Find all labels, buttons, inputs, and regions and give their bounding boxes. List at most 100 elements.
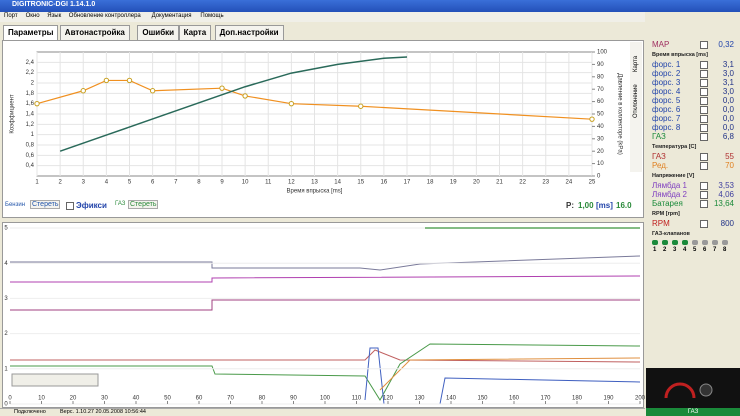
parameter-value: 0,0 bbox=[722, 114, 734, 123]
checkbox[interactable] bbox=[700, 191, 708, 199]
y-tick-label: 0 bbox=[4, 402, 8, 408]
checkbox[interactable] bbox=[700, 153, 708, 161]
y-tick-label: 1,4 bbox=[26, 112, 35, 118]
y2-tick-label: 30 bbox=[597, 136, 604, 142]
series-line bbox=[36, 79, 593, 120]
x-tick-label: 20 bbox=[70, 396, 77, 402]
y2-tick-label: 70 bbox=[597, 87, 604, 93]
parameter-label: форс. 6 bbox=[652, 105, 681, 114]
trace-line bbox=[10, 343, 641, 401]
clear-button[interactable]: Стереть bbox=[128, 200, 159, 209]
menu-item[interactable]: Язык bbox=[47, 13, 62, 19]
point bbox=[589, 116, 595, 122]
tab[interactable]: Ошибки bbox=[137, 25, 180, 40]
tab[interactable]: Доп.настройки bbox=[214, 25, 284, 40]
x-tick-label: 80 bbox=[259, 396, 266, 402]
y-tick-label: 2,4 bbox=[26, 60, 35, 66]
section-header: Время впрыска [ms] bbox=[652, 52, 708, 58]
tab[interactable]: Карта bbox=[178, 25, 212, 40]
parameter-value: 55 bbox=[725, 152, 734, 161]
x-tick-label: 6 bbox=[151, 180, 155, 186]
valve-label: 2 bbox=[663, 247, 667, 253]
x-tick-label: 12 bbox=[288, 180, 295, 186]
x-tick-label: 20 bbox=[473, 180, 480, 186]
checkbox[interactable] bbox=[700, 97, 708, 105]
parameter-label: Ред. bbox=[652, 161, 669, 170]
x-tick-label: 100 bbox=[320, 396, 331, 402]
trace-line bbox=[10, 275, 641, 283]
checkbox[interactable] bbox=[700, 79, 708, 87]
section-header: RPM [rpm] bbox=[652, 211, 680, 217]
section-header: Температура [C] bbox=[652, 144, 697, 150]
x-tick-label: 30 bbox=[101, 396, 108, 402]
y-tick-label: 5 bbox=[4, 226, 8, 232]
parameter-value: 3,53 bbox=[718, 181, 734, 190]
checkbox[interactable] bbox=[700, 220, 708, 228]
parameter-row: MAP 0,32 bbox=[650, 40, 736, 49]
x-tick-label: 10 bbox=[242, 180, 249, 186]
parameter-row: ГАЗ 6,8 bbox=[650, 132, 736, 141]
x-tick-label: 10 bbox=[38, 396, 45, 402]
side-tab[interactable]: Карта bbox=[633, 55, 639, 72]
x-tick-label: 50 bbox=[164, 396, 171, 402]
checkbox[interactable] bbox=[700, 70, 708, 78]
x-tick-label: 40 bbox=[133, 396, 140, 402]
y-tick-label: 0,8 bbox=[26, 143, 35, 149]
x-tick-label: 17 bbox=[404, 180, 411, 186]
side-tab[interactable]: Отклонение bbox=[633, 84, 639, 118]
checkbox[interactable] bbox=[700, 182, 708, 190]
p-value: 1,00 bbox=[578, 201, 594, 210]
checkbox[interactable] bbox=[700, 124, 708, 132]
x-tick-label: 24 bbox=[566, 180, 573, 186]
map-chart: 1 2 3 4 5 6 7 8 9 10 11 12 13 14 15 16 17 18 19 20 21 22 23 24 2… bbox=[10, 50, 623, 195]
player-controls[interactable] bbox=[11, 373, 99, 387]
p-label: P: bbox=[566, 201, 574, 210]
checkbox[interactable] bbox=[700, 162, 708, 170]
tab[interactable]: Параметры bbox=[3, 25, 59, 40]
valve-icon bbox=[672, 240, 678, 245]
checkbox[interactable] bbox=[700, 106, 708, 114]
fuel-indicator: ГАЗ bbox=[646, 408, 740, 416]
menu-item[interactable]: Документация bbox=[151, 13, 192, 19]
x-tick-label: 140 bbox=[446, 396, 457, 402]
p-unit: [ms] bbox=[596, 201, 613, 210]
y2-tick-label: 10 bbox=[597, 161, 604, 167]
parameter-value: 0,0 bbox=[722, 105, 734, 114]
checkbox[interactable] bbox=[700, 41, 708, 49]
valve-label: 3 bbox=[673, 247, 677, 253]
x-tick-label: 7 bbox=[174, 180, 178, 186]
menu-item[interactable]: Окно bbox=[25, 13, 40, 19]
y-tick-label: 4 bbox=[4, 261, 8, 267]
tab[interactable]: Автонастройка bbox=[59, 25, 130, 40]
checkbox[interactable] bbox=[66, 202, 74, 210]
parameter-row: Лямбда 1 3,53 bbox=[650, 181, 736, 190]
y2-tick-label: 80 bbox=[597, 74, 604, 80]
checkbox[interactable] bbox=[700, 200, 708, 208]
checkbox[interactable] bbox=[700, 133, 708, 141]
y-tick-label: 1,2 bbox=[26, 122, 35, 128]
checkbox[interactable] bbox=[700, 115, 708, 123]
status-version: Верс. 1.10.27 20.05.2008 10:56:44 bbox=[60, 409, 146, 415]
x-tick-label: 13 bbox=[311, 180, 318, 186]
parameter-label: Батарея bbox=[652, 199, 683, 208]
title-bar bbox=[0, 0, 740, 12]
trace-panel bbox=[2, 222, 644, 408]
clear-button[interactable]: Стереть bbox=[30, 200, 61, 209]
x-tick-label: 14 bbox=[334, 180, 341, 186]
checkbox[interactable] bbox=[700, 88, 708, 96]
parameter-row: форс. 6 0,0 bbox=[650, 105, 736, 114]
x-tick-label: 60 bbox=[196, 396, 203, 402]
checkbox[interactable] bbox=[700, 61, 708, 69]
menu-item[interactable]: Порт bbox=[4, 13, 18, 19]
x-tick-label: 4 bbox=[105, 180, 109, 186]
x-tick-label: 200 bbox=[635, 396, 645, 402]
parameter-label: форс. 1 bbox=[652, 60, 681, 69]
parameter-label: форс. 3 bbox=[652, 78, 681, 87]
p-max: 16.0 bbox=[616, 201, 632, 210]
parameter-label: форс. 2 bbox=[652, 69, 681, 78]
menu-item[interactable]: Обновление контроллера bbox=[68, 13, 141, 19]
menu-item[interactable]: Помощь bbox=[200, 13, 224, 19]
x-tick-label: 160 bbox=[509, 396, 520, 402]
